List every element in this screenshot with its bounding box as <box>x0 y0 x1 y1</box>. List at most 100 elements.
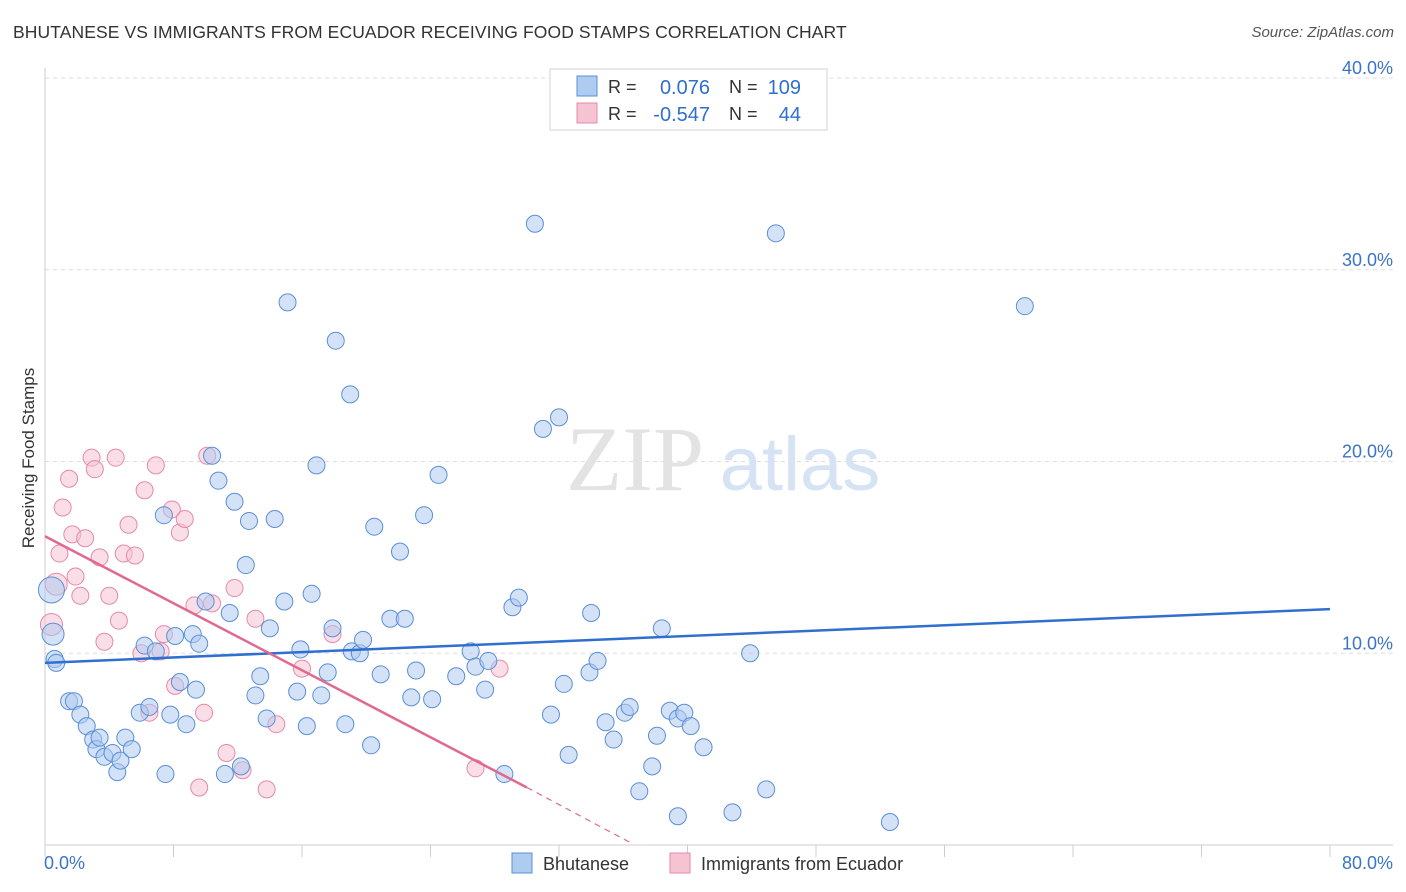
point-bhutanese <box>318 663 337 682</box>
point-ecuador <box>257 780 276 799</box>
point-bhutanese <box>122 740 141 759</box>
point-bhutanese <box>415 506 434 525</box>
bottom-legend-swatch-bhutanese <box>511 852 533 874</box>
chart-title: BHUTANESE VS IMMIGRANTS FROM ECUADOR REC… <box>13 22 847 42</box>
point-bhutanese <box>479 651 498 670</box>
point-bhutanese <box>323 619 342 638</box>
y-tick-label: 40.0% <box>1342 58 1393 78</box>
point-bhutanese <box>541 705 560 724</box>
point-bhutanese <box>371 665 390 684</box>
point-bhutanese <box>307 456 326 475</box>
trend-lines <box>44 535 1331 844</box>
point-bhutanese <box>190 634 209 653</box>
y-axis-tick-labels: 10.0% 20.0% 30.0% 40.0% <box>1342 58 1393 653</box>
point-bhutanese <box>336 715 355 734</box>
point-bhutanese <box>509 588 528 607</box>
point-bhutanese <box>630 782 649 801</box>
point-bhutanese <box>647 726 666 745</box>
point-bhutanese <box>354 630 373 649</box>
y-tick-label: 10.0% <box>1342 633 1393 653</box>
source-label: Source: ZipAtlas.com <box>1251 24 1394 41</box>
trend-line-ecuador-extension <box>526 786 632 844</box>
point-bhutanese <box>41 622 65 646</box>
watermark-zip: ZIP <box>566 408 704 510</box>
legend-swatch-pink <box>576 102 598 124</box>
point-bhutanese <box>177 715 196 734</box>
point-bhutanese <box>395 609 414 628</box>
point-bhutanese <box>407 661 426 680</box>
point-bhutanese <box>390 542 409 561</box>
point-bhutanese <box>203 446 222 465</box>
legend-r-label-blue: R = <box>608 77 637 97</box>
point-ecuador <box>195 703 214 722</box>
point-ecuador <box>109 611 128 630</box>
x-axis-ticks <box>44 845 1331 857</box>
point-bhutanese <box>161 705 180 724</box>
point-ecuador <box>95 632 114 651</box>
point-ecuador <box>60 469 79 488</box>
point-bhutanese <box>251 667 270 686</box>
legend-swatch-blue <box>576 75 598 97</box>
point-bhutanese <box>525 214 544 233</box>
point-bhutanese <box>278 293 297 312</box>
point-ecuador <box>90 548 109 567</box>
point-bhutanese <box>341 385 360 404</box>
legend-n-value-pink: 44 <box>779 104 801 126</box>
point-bhutanese <box>154 506 173 525</box>
point-ecuador <box>246 609 265 628</box>
point-bhutanese <box>302 584 321 603</box>
point-ecuador <box>100 586 119 605</box>
point-bhutanese <box>312 686 331 705</box>
point-bhutanese <box>533 419 552 438</box>
point-ecuador <box>85 460 104 479</box>
point-ecuador <box>217 743 236 762</box>
point-bhutanese <box>476 680 495 699</box>
trend-line-ecuador <box>44 535 528 789</box>
x-tick-label-min: 0.0% <box>44 853 85 873</box>
point-ecuador <box>125 546 144 565</box>
point-bhutanese <box>37 576 65 604</box>
point-bhutanese <box>326 331 345 350</box>
point-bhutanese <box>668 807 687 826</box>
point-bhutanese <box>741 644 760 663</box>
point-ecuador <box>225 579 244 598</box>
point-bhutanese <box>146 642 165 661</box>
point-bhutanese <box>196 592 215 611</box>
legend-r-value-pink: -0.547 <box>653 104 710 126</box>
point-bhutanese <box>275 592 294 611</box>
point-bhutanese <box>402 688 421 707</box>
point-bhutanese <box>362 736 381 755</box>
point-bhutanese <box>447 667 466 686</box>
point-ecuador <box>71 586 90 605</box>
point-bhutanese <box>186 680 205 699</box>
y-tick-label: 20.0% <box>1342 442 1393 462</box>
bottom-legend-swatch-ecuador <box>669 852 691 874</box>
bottom-legend-label-ecuador: Immigrants from Ecuador <box>701 854 903 874</box>
point-ecuador <box>106 448 125 467</box>
point-bhutanese <box>140 697 159 716</box>
point-bhutanese <box>246 686 265 705</box>
point-bhutanese <box>1015 297 1034 316</box>
point-bhutanese <box>239 511 258 530</box>
point-ecuador <box>119 515 138 534</box>
y-tick-label: 30.0% <box>1342 250 1393 270</box>
point-bhutanese <box>90 728 109 747</box>
correlation-legend: R = 0.076 N = 109 R = -0.547 N = 44 <box>549 68 828 131</box>
legend-n-value-blue: 109 <box>768 77 801 99</box>
point-bhutanese <box>757 780 776 799</box>
point-bhutanese <box>365 517 384 536</box>
point-bhutanese <box>652 619 671 638</box>
y-axis-label: Receiving Food Stamps <box>19 368 38 548</box>
point-bhutanese <box>297 717 316 736</box>
point-bhutanese <box>620 697 639 716</box>
point-bhutanese <box>429 465 448 484</box>
point-bhutanese <box>170 673 189 692</box>
point-bhutanese <box>550 408 568 427</box>
point-bhutanese <box>880 812 899 831</box>
series-legend: Bhutanese Immigrants from Ecuador <box>511 852 903 874</box>
point-bhutanese <box>423 690 442 709</box>
point-bhutanese <box>643 757 662 776</box>
point-bhutanese <box>694 738 713 757</box>
point-bhutanese <box>166 626 185 645</box>
